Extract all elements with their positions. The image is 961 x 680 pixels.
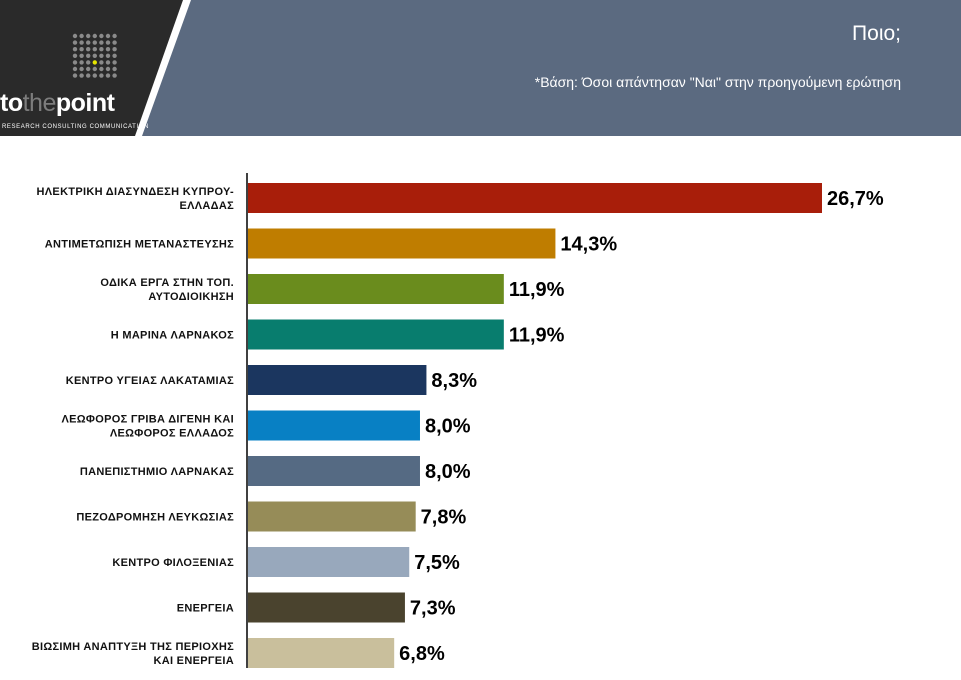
category-label: ΗΛΕΚΤΡΙΚΗ ΔΙΑΣΥΝΔΕΣΗ ΚΥΠΡΟΥ-ΕΛΛΑΔΑΣ xyxy=(37,186,235,212)
bar xyxy=(248,501,416,532)
logo-wordmark: tothepoint xyxy=(0,89,115,118)
logo-dot xyxy=(105,73,111,78)
logo-dot xyxy=(72,53,78,58)
logo-dot xyxy=(99,47,104,52)
logo-dot xyxy=(112,53,117,58)
logo-dot xyxy=(72,47,78,52)
bars-group: 26,7% ΗΛΕΚΤΡΙΚΗ ΔΙΑΣΥΝΔΕΣΗ ΚΥΠΡΟΥ-ΕΛΛΑΔΑΣ… xyxy=(32,183,884,668)
logo-dot xyxy=(92,40,98,45)
value-label: 11,9% xyxy=(509,325,565,347)
category-label: ΠΑΝΕΠΙΣΤΗΜΙΟ ΛΑΡΝΑΚΑΣ xyxy=(80,466,234,478)
logo-dot xyxy=(99,40,104,45)
logo-dot xyxy=(79,66,84,72)
value-label: 7,5% xyxy=(414,552,460,574)
logo-dot xyxy=(79,53,84,58)
logo-dot xyxy=(86,60,91,65)
logo-dot xyxy=(92,53,98,58)
title-panel xyxy=(142,0,961,136)
value-label: 8,0% xyxy=(425,416,471,438)
bar xyxy=(248,638,395,668)
category-label: ΕΝΕΡΓΕΙΑ xyxy=(177,603,234,615)
header-background xyxy=(0,0,961,136)
logo-dot xyxy=(79,60,84,65)
bar xyxy=(248,410,420,441)
page-title: Ποιο; xyxy=(851,22,901,45)
logo-dot xyxy=(112,73,117,78)
header: tothepoint RESEARCH CONSULTING COMMUNICA… xyxy=(0,0,961,136)
logo-dot xyxy=(92,66,98,72)
logo-dot xyxy=(72,60,78,65)
logo-dot xyxy=(112,40,117,45)
logo-word-end: point xyxy=(55,89,115,117)
value-label: 7,8% xyxy=(421,507,467,529)
logo-tagline: RESEARCH CONSULTING COMMUNICATION xyxy=(2,124,149,130)
logo-dot xyxy=(79,73,84,78)
logo-dot xyxy=(72,40,78,45)
value-label: 7,3% xyxy=(410,598,456,620)
logo-dot xyxy=(86,47,91,52)
logo-dot xyxy=(92,73,98,78)
category-label: ΟΔΙΚΑ ΕΡΓΑ ΣΤΗΝ ΤΟΠ. ΑΥΤΟΔΙΟΙΚΗΣΗ xyxy=(100,277,234,303)
logo-word-mid: the xyxy=(22,89,57,117)
logo-dot xyxy=(86,66,91,72)
category-label: ΛΕΩΦΟΡΟΣ ΓΡΙΒΑ ΔΙΓΕΝΗ ΚΑΙ ΛΕΩΦΟΡΟΣ ΕΛΛΑΔΟ… xyxy=(62,414,235,440)
value-label: 8,0% xyxy=(425,461,471,483)
bar xyxy=(248,547,410,577)
logo-dot xyxy=(105,66,111,72)
page-subtitle: *Βάση: Όσοι απάντησαν "Ναι" στην προηγού… xyxy=(534,74,901,90)
logo-dot xyxy=(99,33,104,39)
category-label: ΠΕΖΟΔΡΟΜΗΣΗ ΛΕΥΚΩΣΙΑΣ xyxy=(76,512,234,524)
logo-dot xyxy=(112,60,117,65)
logo-dot xyxy=(99,66,104,72)
logo-dot xyxy=(79,33,84,39)
bar xyxy=(248,183,822,213)
logo-dot xyxy=(99,53,104,58)
logo-dot-highlight xyxy=(92,60,98,65)
bar xyxy=(248,319,504,350)
logo-word-start: to xyxy=(0,89,23,117)
logo-dot xyxy=(105,40,111,45)
logo-dot xyxy=(79,47,84,52)
logo-dot xyxy=(86,40,91,45)
category-label: ΑΝΤΙΜΕΤΩΠΙΣΗ ΜΕΤΑΝΑΣΤΕΥΣΗΣ xyxy=(45,239,234,251)
category-label: ΒΙΩΣΙΜΗ ΑΝΑΠΤΥΞΗ ΤΗΣ ΠΕΡΙΟΧΗΣ ΚΑΙ ΕΝΕΡΓΕΙ… xyxy=(32,641,234,667)
logo-dot xyxy=(86,73,91,78)
value-label: 14,3% xyxy=(560,234,617,256)
logo-panel xyxy=(0,0,183,136)
logo-dot xyxy=(105,60,111,65)
logo-dot xyxy=(92,47,98,52)
logo-dot xyxy=(105,53,111,58)
logo-dot xyxy=(92,33,98,39)
logo-dot xyxy=(112,33,117,39)
logo-dot xyxy=(112,47,117,52)
logo-dot xyxy=(72,33,78,39)
logo-dot xyxy=(99,73,104,78)
category-label: ΚΕΝΤΡΟ ΦΙΛΟΞΕΝΙΑΣ xyxy=(112,557,234,569)
logo-dot xyxy=(79,40,84,45)
bar xyxy=(248,274,504,304)
category-label: Η ΜΑΡΙΝΑ ΛΑΡΝΑΚΟΣ xyxy=(111,330,234,342)
logo-dot xyxy=(105,47,111,52)
logo-dot-grid-icon xyxy=(72,33,117,78)
value-label: 6,8% xyxy=(399,643,445,665)
bar xyxy=(248,592,405,623)
bar xyxy=(248,365,427,395)
value-label: 8,3% xyxy=(431,370,477,392)
category-label: ΚΕΝΤΡΟ ΥΓΕΙΑΣ ΛΑΚΑΤΑΜΙΑΣ xyxy=(66,375,234,387)
logo-dot xyxy=(72,66,78,72)
value-label: 11,9% xyxy=(509,279,565,301)
value-label: 26,7% xyxy=(827,188,884,210)
logo-dot xyxy=(72,73,78,78)
logo-dot xyxy=(99,60,104,65)
logo-dot xyxy=(112,66,117,72)
logo-dot xyxy=(86,53,91,58)
logo-dot xyxy=(86,33,91,39)
logo-dot xyxy=(105,33,111,39)
bar xyxy=(248,228,556,259)
bar xyxy=(248,456,420,486)
